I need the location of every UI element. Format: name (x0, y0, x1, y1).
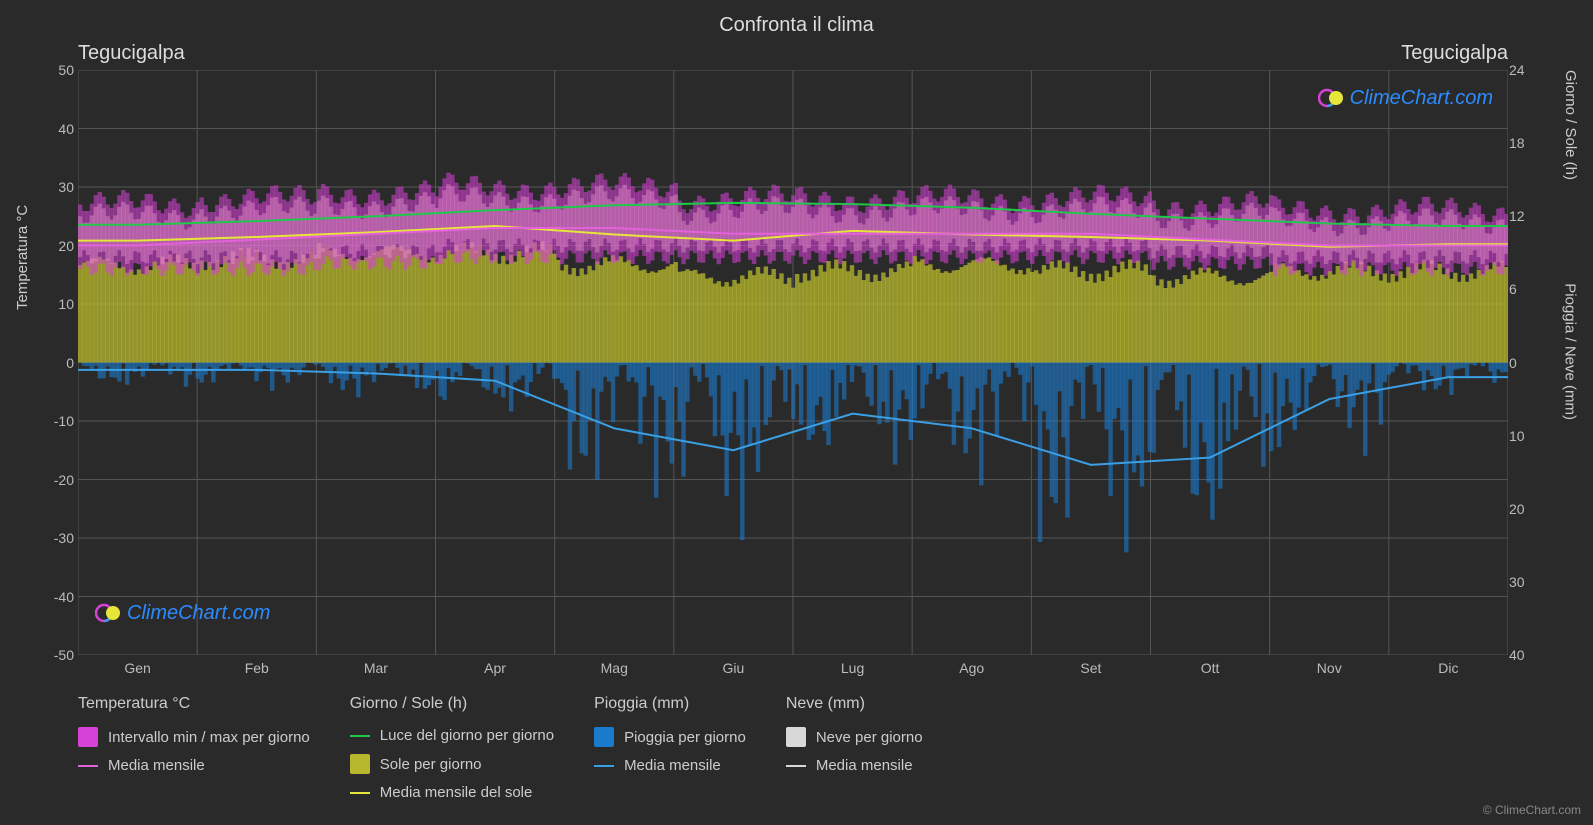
legend-group-title: Neve (mm) (786, 695, 923, 713)
legend-item: Media mensile del sole (350, 784, 554, 801)
legend-group: Giorno / Sole (h) Luce del giorno per gio… (350, 695, 554, 801)
watermark-top: ClimeChart.com (1318, 85, 1493, 111)
legend-group: Temperatura °C Intervallo min / max per g… (78, 695, 310, 801)
ytick-right-mm: 30 (1509, 574, 1533, 590)
legend-line-swatch (350, 735, 370, 737)
watermark-bottom: ClimeChart.com (95, 600, 270, 626)
chart-title: Confronta il clima (0, 0, 1593, 37)
month-tick: Ago (952, 660, 992, 676)
legend-item-label: Media mensile (108, 757, 205, 774)
legend-line-swatch (78, 765, 98, 767)
ytick-left: -10 (50, 413, 74, 429)
plot-area (78, 70, 1508, 655)
ytick-left: -30 (50, 530, 74, 546)
month-tick: Mar (356, 660, 396, 676)
legend-item-label: Media mensile del sole (380, 784, 533, 801)
ytick-left: 10 (50, 296, 74, 312)
ytick-left: 20 (50, 238, 74, 254)
legend-group: Neve (mm) Neve per giorno Media mensile (786, 695, 923, 801)
legend-swatch (78, 727, 98, 747)
legend-item-label: Media mensile (624, 757, 721, 774)
plot-svg (78, 70, 1508, 655)
city-label-left: Tegucigalpa (78, 42, 185, 65)
legend: Temperatura °C Intervallo min / max per g… (78, 695, 1553, 801)
legend-item-label: Intervallo min / max per giorno (108, 729, 310, 746)
ytick-right-hours: 0 (1509, 355, 1533, 371)
month-tick: Set (1071, 660, 1111, 676)
month-tick: Lug (833, 660, 873, 676)
legend-item: Pioggia per giorno (594, 727, 746, 747)
chart-container: Confronta il clima Tegucigalpa Tegucigal… (0, 0, 1593, 825)
ytick-right-hours: 6 (1509, 281, 1533, 297)
copyright-text: © ClimeChart.com (1483, 803, 1581, 817)
ytick-left: -50 (50, 647, 74, 663)
ytick-left: 0 (50, 355, 74, 371)
legend-item-label: Pioggia per giorno (624, 729, 746, 746)
legend-line-swatch (350, 792, 370, 794)
y-axis-right-top-label: Giorno / Sole (h) (1562, 70, 1579, 180)
city-label-right: Tegucigalpa (1401, 42, 1508, 65)
month-tick: Mag (594, 660, 634, 676)
legend-group-title: Giorno / Sole (h) (350, 695, 554, 713)
month-tick: Apr (475, 660, 515, 676)
legend-item: Intervallo min / max per giorno (78, 727, 310, 747)
legend-group-title: Temperatura °C (78, 695, 310, 713)
legend-group-title: Pioggia (mm) (594, 695, 746, 713)
month-tick: Nov (1309, 660, 1349, 676)
legend-line-swatch (786, 765, 806, 767)
ytick-left: 40 (50, 121, 74, 137)
legend-swatch (350, 754, 370, 774)
ytick-right-hours: 12 (1509, 208, 1533, 224)
legend-item: Luce del giorno per giorno (350, 727, 554, 744)
ytick-left: 30 (50, 179, 74, 195)
legend-item: Media mensile (78, 757, 310, 774)
legend-item: Sole per giorno (350, 754, 554, 774)
ytick-right-hours: 24 (1509, 62, 1533, 78)
month-tick: Feb (237, 660, 277, 676)
legend-group: Pioggia (mm) Pioggia per giorno Media mens… (594, 695, 746, 801)
logo-icon (1318, 85, 1344, 111)
logo-icon (95, 600, 121, 626)
ytick-right-mm: 20 (1509, 501, 1533, 517)
y-axis-left-label: Temperatura °C (14, 205, 31, 310)
legend-item: Media mensile (786, 757, 923, 774)
watermark-text: ClimeChart.com (127, 602, 270, 625)
legend-item-label: Media mensile (816, 757, 913, 774)
month-tick: Gen (118, 660, 158, 676)
ytick-left: 50 (50, 62, 74, 78)
ytick-left: -40 (50, 589, 74, 605)
legend-swatch (594, 727, 614, 747)
watermark-text: ClimeChart.com (1350, 87, 1493, 110)
legend-item-label: Neve per giorno (816, 729, 923, 746)
legend-swatch (786, 727, 806, 747)
legend-item: Media mensile (594, 757, 746, 774)
legend-item-label: Luce del giorno per giorno (380, 727, 554, 744)
ytick-left: -20 (50, 472, 74, 488)
month-tick: Ott (1190, 660, 1230, 676)
legend-line-swatch (594, 765, 614, 767)
month-tick: Giu (713, 660, 753, 676)
ytick-right-hours: 18 (1509, 135, 1533, 151)
y-axis-right-bot-label: Pioggia / Neve (mm) (1562, 283, 1579, 420)
ytick-right-mm: 10 (1509, 428, 1533, 444)
month-tick: Dic (1428, 660, 1468, 676)
ytick-right-mm: 40 (1509, 647, 1533, 663)
legend-item: Neve per giorno (786, 727, 923, 747)
legend-item-label: Sole per giorno (380, 756, 482, 773)
